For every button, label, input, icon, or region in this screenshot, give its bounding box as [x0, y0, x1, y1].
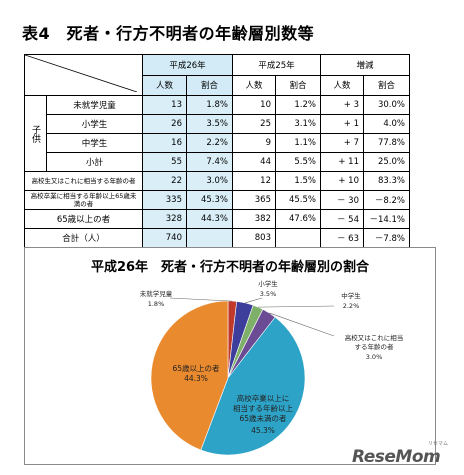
cell: 740 [142, 228, 187, 248]
slice-percent-label: 45.3% [251, 426, 275, 435]
table-row: 子供 未就学児童 13 1.8% 10 1.2% + 3 30.0% [24, 95, 410, 172]
leader-line [269, 312, 335, 337]
slice-label: 相当する年齢以上 [233, 403, 293, 413]
resemom-logo-sub: リセマム [428, 441, 449, 447]
cell: 13 [142, 95, 187, 115]
cell: 328 [142, 209, 187, 229]
slice-percent-label: 3.5% [260, 290, 277, 298]
cell: 44.3% [186, 209, 233, 229]
cell: 335 [142, 190, 187, 210]
header-corner [24, 54, 143, 96]
table-row: 65歳以上の者 328 44.3% 382 47.6% － 54 －14.1% [24, 209, 410, 229]
slice-label: 65歳以上の者 [172, 363, 220, 373]
pie-slice [150, 300, 229, 451]
table-subheader-row: 人数 割合 人数 割合 人数 割合 [25, 74, 410, 96]
cell: 7.4% [186, 152, 233, 172]
subheader-cell: 人数 [142, 74, 187, 96]
slice-percent-label: 3.0% [366, 353, 383, 361]
table-row-total: 合計（人） 740 803 － 63 －7.8% [24, 228, 410, 248]
pie-chart-panel: 平成26年 死者・行方不明者の年齢層別の割合 [24, 247, 436, 465]
leader-line [258, 305, 335, 308]
table-row: 高校卒業に相当する年齢以上65歳未満の者 335 45.3% 365 45.5%… [24, 190, 410, 210]
table-row: 小学生 26 3.5% 25 3.1% + 1 4.0% [25, 114, 410, 134]
table-row: 高校生又はこれに相当する年齢の者 22 3.0% 12 1.5% + 10 83… [24, 171, 410, 191]
leader-line [244, 297, 263, 304]
header-corner-diagonal [25, 55, 138, 93]
table-row: 小計 55 7.4% 44 5.5% + 11 25.0% [25, 152, 410, 172]
table-header-group-row: 平成26年 平成25年 増減 [24, 54, 410, 96]
page-title: 表4 死者・行方不明者の年齢層別数等 [22, 24, 315, 43]
cell [186, 228, 233, 248]
header-h26: 平成26年 [142, 54, 233, 76]
cell: 22 [142, 171, 187, 191]
slice-label: する年齢の者 [355, 342, 395, 351]
slice-label: 中学生 [341, 291, 361, 300]
slice-label: 未就学児童 [140, 289, 173, 298]
data-table: 平成26年 平成25年 増減 人数 割合 人数 割合 人数 割合 子供 未就学児… [24, 54, 410, 248]
slice-percent-label: 1.8% [148, 300, 165, 308]
cell: 55 [142, 152, 187, 172]
slice-percent-label: 2.2% [343, 302, 360, 310]
cell: 3.5% [186, 114, 233, 134]
slice-label: 65歳未満の者 [239, 413, 287, 423]
slice-label: 小学生 [258, 279, 278, 288]
chart-title: 平成26年 死者・行方不明者の年齢層別の割合 [90, 260, 370, 275]
leader-line [169, 297, 233, 302]
slice-percent-label: 44.3% [184, 374, 208, 383]
cell: 3.0% [186, 171, 233, 191]
slice-label: 高校又はこれに相当 [345, 333, 404, 342]
pie-slice [200, 316, 306, 456]
resemom-logo: ReseMom [352, 447, 441, 467]
slice-label: 高校卒業以上に [237, 393, 290, 403]
